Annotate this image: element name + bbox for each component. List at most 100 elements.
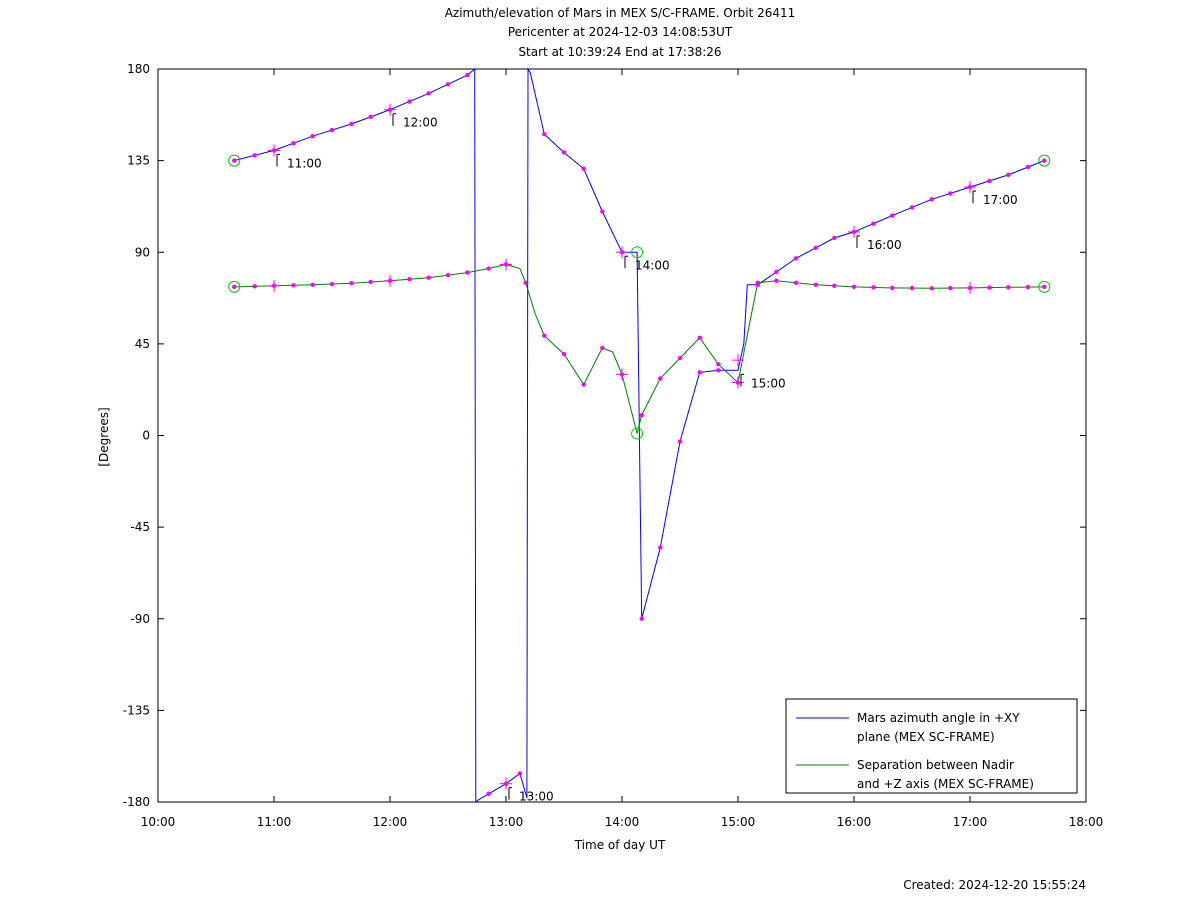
x-tick-label: 17:00 [953, 815, 988, 829]
x-tick-label: 13:00 [489, 815, 524, 829]
data-point [948, 191, 953, 196]
x-tick-label: 12:00 [373, 815, 408, 829]
data-point [561, 351, 567, 357]
event-circle [631, 427, 644, 440]
y-tick-label: 135 [127, 154, 150, 168]
data-point [407, 277, 412, 282]
data-point [948, 285, 953, 291]
data-point [542, 131, 547, 137]
data-point [561, 150, 567, 155]
data-point [329, 127, 335, 133]
data-point [813, 245, 818, 251]
data-point [1042, 284, 1047, 290]
data-point [291, 283, 296, 288]
data-point [486, 791, 491, 797]
x-tick-label: 18:00 [1069, 815, 1104, 829]
chart-title: Azimuth/elevation of Mars in MEX S/C-FRA… [445, 6, 796, 20]
data-point [426, 275, 431, 280]
data-point [426, 91, 431, 96]
data-point [716, 368, 721, 373]
data-point [677, 439, 683, 444]
legend-box [785, 698, 1078, 794]
legend-label: and +Z axis (MEX SC-FRAME) [857, 777, 1034, 791]
x-axis-label: Time of day UT [574, 838, 666, 852]
data-point [232, 158, 237, 163]
y-tick-label: -45 [130, 520, 150, 534]
y-tick-label: -135 [123, 703, 150, 717]
data-point [658, 545, 663, 550]
chart-subtitle-line-2: Start at 10:39:24 End at 17:38:26 [518, 45, 721, 59]
data-point [600, 345, 605, 351]
hour-label: 16:00 [867, 238, 902, 252]
hour-label: 11:00 [287, 156, 322, 170]
data-point [774, 278, 779, 283]
data-point [851, 284, 857, 290]
data-point [639, 412, 644, 418]
event-circle [1038, 154, 1051, 167]
data-point [890, 213, 895, 218]
data-point [832, 283, 837, 289]
data-point [486, 266, 491, 271]
data-point [909, 205, 915, 210]
data-point [368, 279, 373, 285]
annotation-layer: 11:00 12:00 13:00 14:00 15:00 16:00 17:00 [276, 113, 1018, 804]
data-point [755, 280, 760, 285]
data-point [349, 121, 354, 127]
y-tick-label: -180 [123, 795, 150, 809]
data-point [445, 272, 451, 278]
y-tick-label: 45 [135, 337, 150, 351]
data-point [1006, 172, 1011, 178]
data-point [310, 282, 315, 288]
data-point [1025, 284, 1031, 290]
data-point [987, 178, 992, 184]
series-line-0 [234, 67, 1045, 804]
event-circle [228, 280, 241, 293]
data-point [349, 280, 354, 286]
data-point [407, 99, 412, 104]
title-group: Azimuth/elevation of Mars in MEX S/C-FRA… [445, 6, 796, 59]
y-tick-label: 90 [135, 245, 150, 259]
data-point [658, 376, 663, 381]
data-point [929, 197, 934, 202]
data-point [909, 285, 915, 291]
event-circle [228, 154, 241, 167]
hour-label: 13:00 [519, 790, 554, 804]
data-point [445, 82, 451, 87]
hour-label: 14:00 [635, 258, 670, 272]
hour-label: 17:00 [983, 193, 1018, 207]
y-tick-label: 0 [142, 429, 150, 443]
data-point [581, 382, 586, 387]
marker-layer [228, 72, 1051, 797]
x-tick-label: 10:00 [141, 815, 176, 829]
data-point [871, 285, 876, 290]
data-point [639, 616, 644, 621]
legend-label: Separation between Nadir [857, 758, 1014, 772]
legend-label: plane (MEX SC-FRAME) [857, 730, 995, 744]
series-layer [234, 67, 1045, 804]
x-tick-label: 16:00 [837, 815, 872, 829]
data-point [987, 285, 992, 290]
plot-frame [157, 68, 1087, 803]
data-point [329, 281, 335, 287]
data-point [793, 280, 799, 285]
data-point [1042, 158, 1047, 163]
legend-label: Mars azimuth angle in +XY [857, 711, 1020, 725]
x-tick-label: 14:00 [605, 815, 640, 829]
data-point [368, 114, 373, 120]
data-point [929, 286, 934, 291]
data-point [697, 370, 702, 375]
data-point [716, 362, 721, 367]
data-point [890, 285, 895, 291]
data-point [600, 209, 605, 214]
data-point [581, 166, 586, 171]
data-point [523, 280, 528, 285]
event-circle [631, 246, 644, 259]
data-point [793, 256, 799, 261]
data-point [677, 355, 683, 361]
x-tick-label: 11:00 [257, 815, 292, 829]
data-point [774, 269, 779, 275]
data-point [252, 153, 257, 158]
data-point [542, 333, 547, 338]
